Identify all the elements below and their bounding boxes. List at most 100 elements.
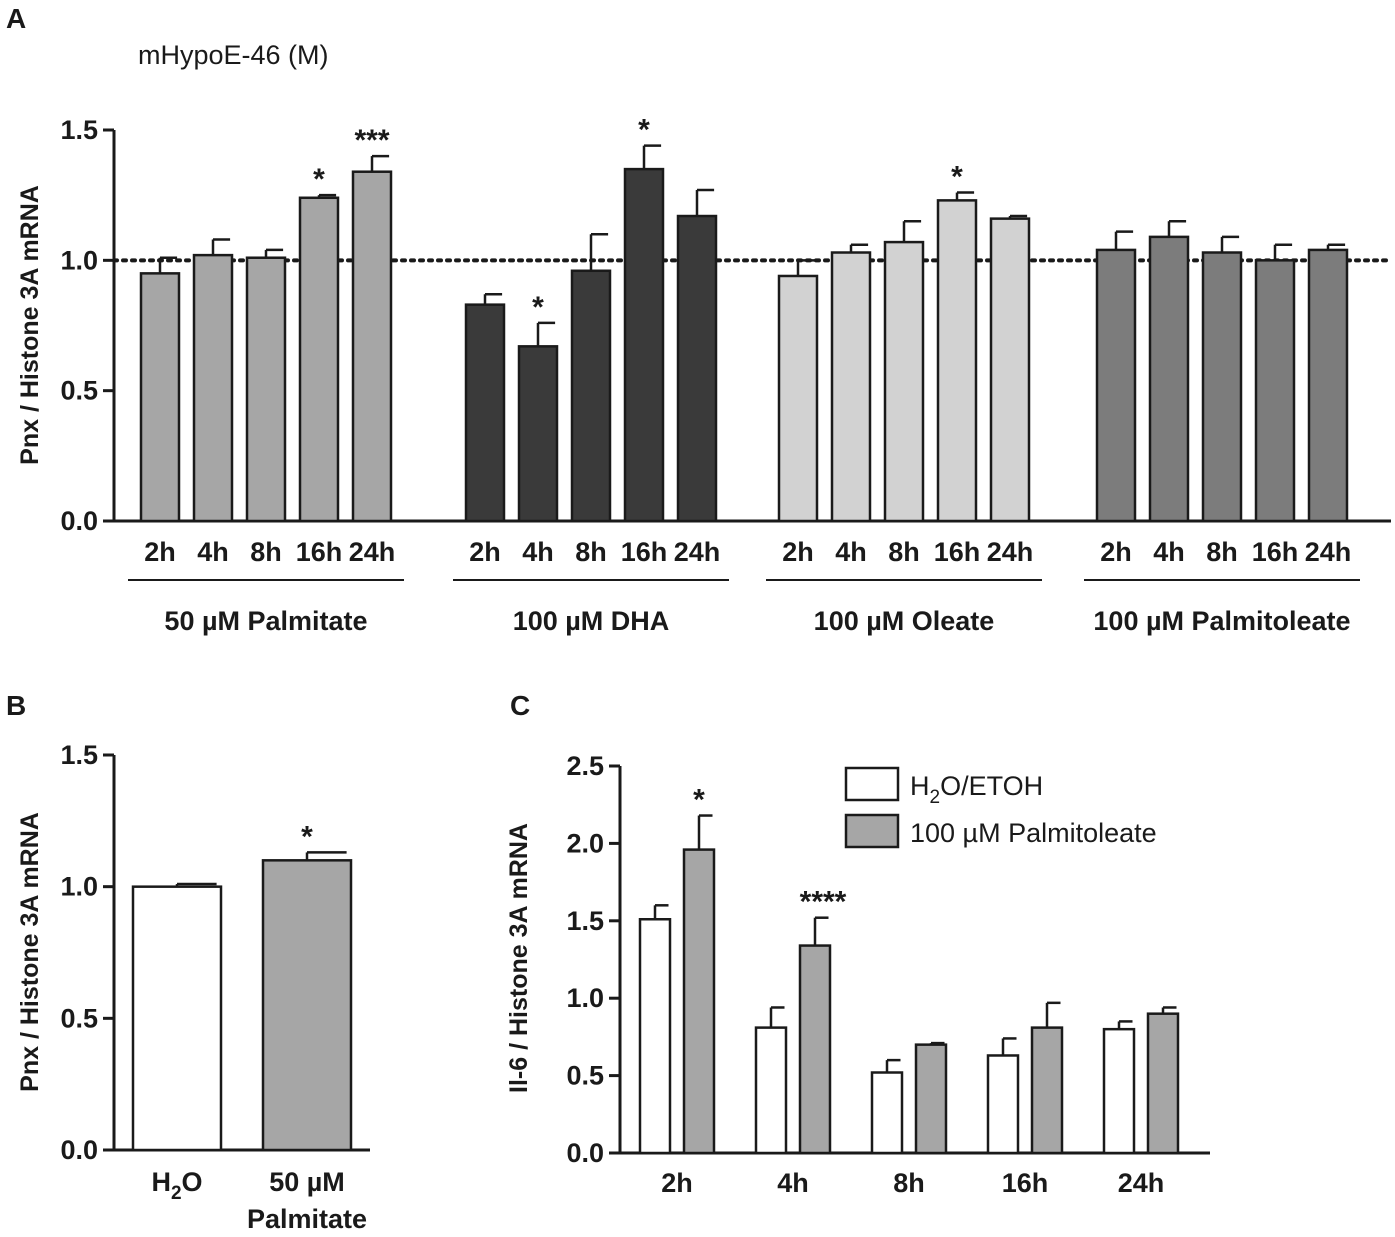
panel-b-chart: 0.0 0.5 1.0 1.5 H2O * 50 µM Palmitate [60, 740, 370, 1234]
panel-a-bar [298, 196, 340, 523]
panel-a-x-tick-label: 2h [1100, 537, 1132, 567]
panel-c-x-tick-label: 8h [893, 1168, 925, 1198]
panel-c-bar [870, 1071, 904, 1155]
panel-a-x-tick-label: 24h [987, 537, 1034, 567]
panel-a-bar [464, 303, 506, 523]
panel-a-title: mHypoE-46 (M) [138, 40, 329, 70]
panel-a-group-label: 100 µM Palmitoleate [1093, 606, 1350, 636]
panel-c-y-tick-label: 0.0 [566, 1138, 604, 1168]
panel-letter-c: C [510, 690, 530, 721]
panel-a-bar [1095, 248, 1137, 523]
panel-letter-b: B [6, 690, 26, 721]
panel-c-bar [682, 848, 716, 1155]
panel-c-legend-label: 100 µM Palmitoleate [910, 818, 1157, 848]
panel-a-y-tick-label: 0.5 [60, 376, 98, 406]
panel-b-y-tick-label: 1.5 [60, 740, 98, 770]
panel-a-group-label: 50 µM Palmitate [164, 606, 367, 636]
panel-c-y-tick-label: 2.5 [566, 751, 604, 781]
panel-c-x-tick-label: 4h [777, 1168, 809, 1198]
panel-a-group-label: 100 µM DHA [513, 606, 670, 636]
panel-c-legend-label: H2O/ETOH [910, 771, 1043, 808]
panel-c-bar [1146, 1012, 1180, 1155]
panel-a-bar [517, 345, 559, 523]
panel-a-x-tick-label: 24h [674, 537, 721, 567]
panel-a-y-tick-label: 0.0 [60, 506, 98, 536]
panel-a-x-tick-label: 16h [296, 537, 343, 567]
panel-a-bar [192, 253, 234, 523]
panel-c-legend-swatch [844, 813, 900, 849]
panel-c-legend-swatch [844, 766, 900, 802]
panel-letter-a: A [6, 3, 26, 34]
panel-a-bar [936, 199, 978, 523]
panel-b-y-tick-label: 1.0 [60, 872, 98, 902]
panel-b-x-tick-label-line2: Palmitate [247, 1204, 367, 1234]
panel-a-group-label: 100 µM Oleate [814, 606, 995, 636]
panel-a-x-tick-label: 8h [1206, 537, 1238, 567]
panel-a-bar [1254, 259, 1296, 523]
panel-c-significance: **** [800, 886, 847, 919]
panel-a-bar [1201, 251, 1243, 523]
panel-c-x-tick-label: 16h [1002, 1168, 1049, 1198]
panel-c-bar [754, 1026, 788, 1155]
panel-c-significance: * [693, 784, 705, 817]
panel-a-x-tick-label: 8h [888, 537, 920, 567]
panel-a-x-tick-label: 24h [349, 537, 396, 567]
panel-c-bar [638, 918, 672, 1155]
panel-a-x-tick-label: 8h [575, 537, 607, 567]
panel-a-significance: * [313, 163, 325, 196]
panel-b-x-tick-label: H2O [151, 1167, 202, 1204]
panel-a-x-tick-label: 2h [144, 537, 176, 567]
panel-c-y-tick-label: 1.5 [566, 906, 604, 936]
panel-a-y-tick-label: 1.0 [60, 245, 98, 275]
panel-a-bar [883, 240, 925, 523]
panel-a-x-tick-label: 16h [934, 537, 981, 567]
panel-a-bar [1307, 248, 1349, 523]
panel-a-significance: * [638, 114, 650, 147]
panel-a-x-tick-label: 8h [250, 537, 282, 567]
panel-c-bar [1102, 1027, 1136, 1155]
panel-a-bar [245, 256, 287, 523]
panel-c-bar [798, 944, 832, 1155]
panel-c-x-tick-label: 2h [661, 1168, 693, 1198]
panel-a-bar [570, 269, 612, 523]
panel-a-x-tick-label: 16h [621, 537, 668, 567]
panel-c-chart: 0.0 0.5 1.0 1.5 2.0 2.5 * 2h **** 4h 8h 16h 24h H2O/E… [566, 751, 1210, 1198]
panel-c-bar [986, 1054, 1020, 1155]
panel-a-bar [139, 272, 181, 523]
panel-a-bar [989, 217, 1031, 523]
panel-b-bar [261, 859, 353, 1152]
panel-a-significance: *** [354, 124, 389, 157]
panel-c-bar [1030, 1026, 1064, 1155]
panel-a-x-tick-label: 4h [835, 537, 867, 567]
panel-c-y-tick-label: 0.5 [566, 1061, 604, 1091]
panel-a-bar [676, 214, 718, 523]
panel-a-x-tick-label: 2h [469, 537, 501, 567]
panel-c-y-tick-label: 1.0 [566, 983, 604, 1013]
panel-a-ylabel: Pnx / Histone 3A mRNA [16, 185, 44, 465]
panel-c-ylabel: Il-6 / Histone 3A mRNA [505, 823, 533, 1093]
panel-c-bar [914, 1043, 948, 1155]
panel-a-significance: * [951, 161, 963, 194]
panel-a-bar [623, 167, 665, 523]
panel-a-x-tick-label: 24h [1305, 537, 1352, 567]
panel-b-significance: * [301, 820, 313, 853]
panel-b-ylabel: Pnx / Histone 3A mRNA [16, 812, 44, 1092]
panel-a-bar [777, 274, 819, 523]
panel-a-x-tick-label: 16h [1252, 537, 1299, 567]
panel-b-y-tick-label: 0.0 [60, 1135, 98, 1165]
panel-a-bar [1148, 235, 1190, 523]
panel-b-x-tick-label: 50 µM [269, 1167, 345, 1197]
panel-c-y-tick-label: 2.0 [566, 828, 604, 858]
panel-b-y-tick-label: 0.5 [60, 1003, 98, 1033]
panel-c-x-tick-label: 24h [1118, 1168, 1165, 1198]
panel-b-bar [131, 885, 223, 1152]
panel-a-bar [830, 251, 872, 523]
panel-a-x-tick-label: 4h [197, 537, 229, 567]
panel-a-significance: * [532, 291, 544, 324]
panel-a-x-tick-label: 4h [1153, 537, 1185, 567]
panel-a-y-tick-label: 1.5 [60, 115, 98, 145]
panel-a-bar [351, 170, 393, 523]
panel-a-x-tick-label: 4h [522, 537, 554, 567]
